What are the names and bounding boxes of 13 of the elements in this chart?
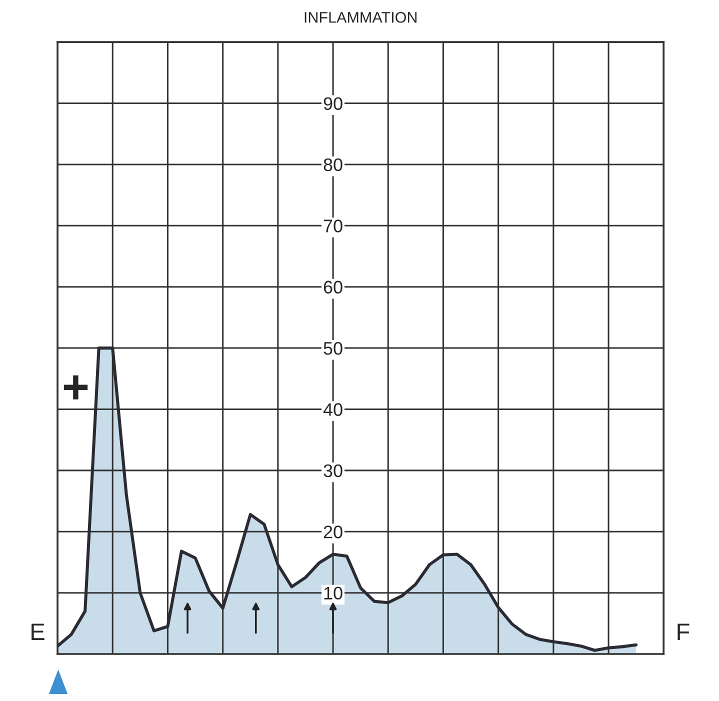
y-tick-label: 70	[324, 220, 342, 232]
y-tick-label: 60	[324, 280, 342, 294]
y-tick-label: 40	[323, 403, 342, 416]
chart-title: INFLAMMATION	[304, 12, 416, 23]
y-tick-label: 20	[324, 526, 342, 538]
y-tick-label: 90	[324, 97, 342, 110]
text: E	[32, 624, 44, 640]
text: F	[678, 624, 690, 640]
annotation: +	[64, 375, 88, 400]
y-tick-label: 80	[324, 158, 342, 172]
y-tick-label: 50	[324, 342, 342, 355]
y-tick-label: 30	[324, 464, 342, 478]
y-tick-label: 10	[324, 586, 342, 600]
